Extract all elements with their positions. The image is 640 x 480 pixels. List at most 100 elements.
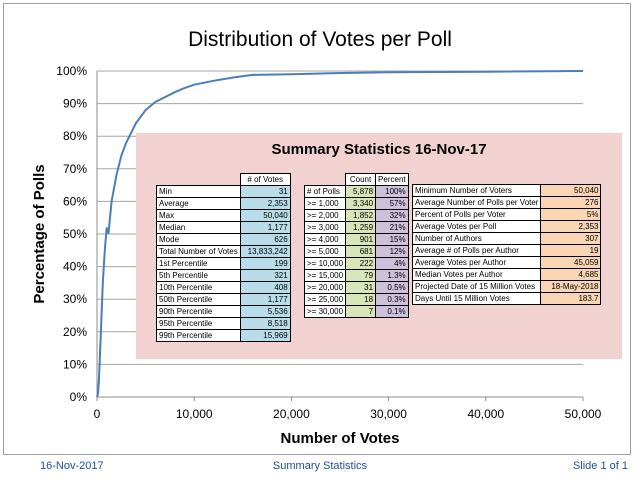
table-row: Average # of Polls per Author 19 [411,244,602,257]
y-tick-label: 10% [63,357,87,371]
stat-label: 50th Percentile [156,293,241,306]
threshold-label: >= 15,000 [303,269,347,282]
y-tick-label: 80% [63,129,87,143]
table-row: Projected Date of 15 Million Votes 18-May… [411,280,602,293]
y-tick-label: 20% [63,325,87,339]
table-row: Average Votes per Author 45,059 [411,256,602,269]
y-tick-label: 50% [63,227,87,241]
stat-label: Average [156,197,241,210]
threshold-percent: 1.3% [375,269,409,282]
stat-label: Max [156,209,241,222]
stat-value: 5,536 [239,305,291,318]
threshold-percent: 21% [375,221,409,234]
stat-label: 10th Percentile [156,281,241,294]
author-stat-label: Average Votes per Author [411,256,542,269]
y-tick-label: 90% [63,97,87,111]
table-row: 5th Percentile 321 [156,269,291,282]
author-stat-label: Average Votes per Poll [411,220,542,233]
stat-label: 95th Percentile [156,317,241,330]
stat-value: 15,969 [239,329,291,342]
threshold-percent: 32% [375,209,409,222]
table-row: Minimum Number of Voters 50,040 [411,184,602,197]
author-stat-label: Average Number of Polls per Voter [411,196,542,209]
author-table: Minimum Number of Voters 50,040 Average Nu… [411,184,602,305]
stat-label: 90th Percentile [156,305,241,318]
table-row: Average Votes per Poll 2,353 [411,220,602,233]
threshold-label: >= 20,000 [303,281,347,294]
threshold-count: 3,340 [345,197,377,210]
stats-table: # of Votes Min 31 Average 2,353 Max 50,040 Medi… [156,173,291,342]
stat-label: 1st Percentile [156,257,241,270]
author-stat-value: 183.7 [540,292,602,305]
author-stat-label: Days Until 15 Million Votes [411,292,542,305]
slide-frame [3,3,631,455]
table-row: >= 15,000 79 1.3% [303,269,409,282]
threshold-table: Count Percent # of Polls 5,878 100% >= 1,000 3… [303,173,409,318]
threshold-count: 1,259 [345,221,377,234]
table-row: 10th Percentile 408 [156,281,291,294]
threshold-count: 18 [345,293,377,306]
table-header-row: # of Votes [157,173,291,186]
stat-value: 626 [239,233,291,246]
threshold-count: 681 [345,245,377,258]
threshold-count: 1,852 [345,209,377,222]
table-row: 50th Percentile 1,177 [156,293,291,306]
table-row: >= 5,000 681 12% [303,245,409,258]
y-tick-label: 40% [63,260,87,274]
table-row: >= 10,000 222 4% [303,257,409,270]
author-stat-value: 307 [540,232,602,245]
table-row: # of Polls 5,878 100% [303,185,409,198]
author-stat-label: Percent of Polls per Voter [411,208,542,221]
y-tick-label: 100% [56,64,87,78]
footer-title: Summary Statistics [272,460,368,472]
table-row: Max 50,040 [156,209,291,222]
author-stat-value: 19 [540,244,602,257]
stat-value: 199 [239,257,291,270]
x-tick-label: 30,000 [370,407,407,421]
table-row: Total Number of Votes 13,833,242 [156,245,291,258]
threshold-count: 31 [345,281,377,294]
stat-label: Total Number of Votes [156,245,241,258]
table-row: Mode 626 [156,233,291,246]
threshold-percent: 4% [375,257,409,270]
chart-title: Distribution of Votes per Poll [188,28,452,51]
table-row: >= 3,000 1,259 21% [303,221,409,234]
threshold-count: 222 [345,257,377,270]
threshold-label: >= 25,000 [303,293,347,306]
stat-label: Median [156,221,241,234]
x-tick-label: 50,000 [565,407,602,421]
stat-value: 2,353 [239,197,291,210]
author-stat-label: Number of Authors [411,232,542,245]
summary-panel: Summary Statistics 16-Nov-17 # of Votes M… [136,133,622,359]
stat-value: 408 [239,281,291,294]
table-row: Average Number of Polls per Voter 276 [411,196,602,209]
table-row: Min 31 [156,185,291,198]
author-stat-label: Average # of Polls per Author [411,244,542,257]
y-tick-label: 60% [63,194,87,208]
threshold-label: >= 10,000 [303,257,347,270]
x-axis-title: Number of Votes [281,430,400,447]
x-tick-label: 20,000 [273,407,310,421]
threshold-percent: 0.5% [375,281,409,294]
threshold-percent: 57% [375,197,409,210]
table-row: Days Until 15 Million Votes 183.7 [411,292,602,305]
threshold-percent: 0.1% [375,305,409,318]
stat-label: Mode [156,233,241,246]
column-header: Percent [375,173,409,186]
table-row: Percent of Polls per Voter 5% [411,208,602,221]
threshold-percent: 0.3% [375,293,409,306]
table-row: Median Votes per Author 4,685 [411,268,602,281]
table-row: >= 20,000 31 0.5% [303,281,409,294]
y-axis-title: Percentage of Polls [31,164,48,303]
stat-label: Min [156,185,241,198]
table-row: >= 4,000 901 15% [303,233,409,246]
stat-value: 31 [239,185,291,198]
stat-value: 1,177 [239,221,291,234]
stat-value: 50,040 [239,209,291,222]
empty-cell [157,174,241,186]
threshold-label: >= 4,000 [303,233,347,246]
threshold-percent: 100% [375,185,409,198]
threshold-count: 7 [345,305,377,318]
author-stat-label: Minimum Number of Voters [411,184,542,197]
stat-value: 13,833,242 [239,245,291,258]
